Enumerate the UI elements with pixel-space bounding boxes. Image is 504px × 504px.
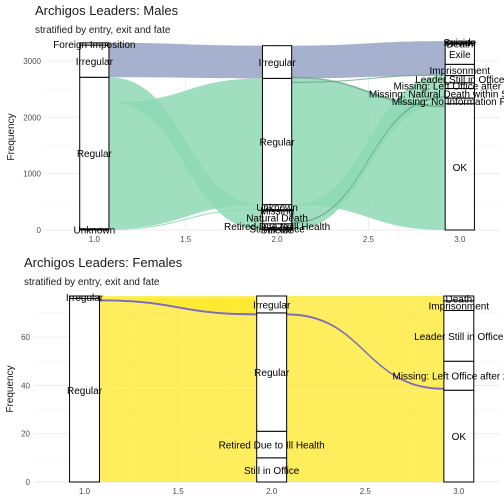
y-tick-label: 1000 <box>23 170 41 179</box>
flow-band <box>286 313 444 390</box>
stratum-label: Unknown <box>73 225 115 236</box>
stratum-label: Missing: No Information Found <box>392 97 504 108</box>
stratum-label: Missing: Left Office after 2014 <box>393 82 504 93</box>
chart-subtitle: stratified by entry, exit and fate <box>35 25 171 36</box>
stratum-box <box>444 103 475 231</box>
stratum-box <box>443 360 475 391</box>
flow-band <box>99 431 257 458</box>
chart-subtitle: stratified by entry, exit and fate <box>24 277 160 288</box>
strata: Unknown Regular Irregular Foreign Impositio… <box>53 38 504 237</box>
stratum-label: Missing: Left Office after 2014 <box>392 372 504 383</box>
stratum-label: Irregular <box>66 293 104 304</box>
stratum-label: Unknown <box>256 203 298 214</box>
stratum-label: Imprisonment <box>430 66 491 77</box>
flow-band <box>291 75 446 231</box>
flow-band <box>99 457 257 482</box>
stratum-box <box>79 76 110 230</box>
stratum-label: Death <box>446 39 473 50</box>
stratum-label: Irregular <box>76 57 114 68</box>
y-tick-label: 40 <box>21 381 30 390</box>
flow-band <box>291 76 446 108</box>
flows <box>99 296 444 482</box>
stratum-label: Imprisonment <box>429 302 490 313</box>
stratum-label: OK <box>452 432 467 443</box>
stratum-label: Regular <box>67 386 103 397</box>
stratum-label: Retired Due to Ill Health <box>219 441 325 452</box>
stratum-label: OK <box>453 163 468 174</box>
flow-band <box>99 299 257 316</box>
stratum-label: Missing: Natural Death within Six Months <box>369 89 504 100</box>
stratum-label: Irregular <box>258 58 296 69</box>
stratum-box <box>443 309 475 362</box>
stratum-label: Regular <box>254 368 290 379</box>
flow-band <box>286 296 444 313</box>
flow-band <box>108 77 263 230</box>
x-tick-label: 1.5 <box>173 487 185 496</box>
stratum-box <box>256 457 288 483</box>
stratum-label: Exile <box>449 50 471 61</box>
stratum-label: Leader Still in Office <box>414 332 504 343</box>
x-tick-label: 1.0 <box>89 235 101 244</box>
stratum-box <box>261 77 293 206</box>
stratum-label: Regular <box>260 138 296 149</box>
stratum-box <box>79 42 110 46</box>
x-tick-label: 1.0 <box>79 487 91 496</box>
chart-title: Archigos Leaders: Males <box>35 3 179 18</box>
y-tick-label: 0 <box>37 226 42 235</box>
y-tick-label: 2000 <box>23 113 41 122</box>
stratum-box <box>256 295 288 314</box>
flow-band <box>291 96 446 224</box>
stratum-box <box>69 297 101 483</box>
stratum-label: Death <box>445 294 472 305</box>
flow-band <box>99 298 257 432</box>
flow-band <box>291 41 446 79</box>
y-tick-label: 3000 <box>23 57 41 66</box>
stratum-label: Suicide <box>443 38 476 49</box>
y-tick-label: 20 <box>21 430 30 439</box>
flows <box>108 41 446 231</box>
stratum-label: Retired Due to Ill Health <box>224 222 330 233</box>
flow-band <box>99 296 257 313</box>
stratum-label: Still in Office <box>244 466 300 477</box>
chart-title: Archigos Leaders: Females <box>24 255 183 270</box>
x-tick-label: 2.5 <box>363 235 375 244</box>
x-tick-label: 2.0 <box>272 235 284 244</box>
flow-band <box>108 208 263 230</box>
chart-panel-1: Archigos Leaders: Females stratified by e… <box>5 255 504 496</box>
x-tick-label: 2.5 <box>360 487 372 496</box>
y-tick-label: 0 <box>26 478 31 487</box>
y-axis-label: Frequency <box>6 113 17 160</box>
stratum-label: Regular <box>77 149 113 160</box>
y-tick-label: 60 <box>21 333 30 342</box>
stratum-label: Natural Death <box>246 213 308 224</box>
stratum-label: Foreign Imposition <box>53 40 135 51</box>
stratum-box <box>444 40 475 44</box>
stratum-label: Irregular <box>253 300 291 311</box>
flow-band <box>286 390 444 432</box>
stratum-label: Leader Still in Office <box>415 75 504 86</box>
y-axis-label: Frequency <box>5 365 16 412</box>
stratum-label: Missing <box>260 206 294 217</box>
flow-band <box>286 361 444 391</box>
x-tick-label: 2.0 <box>266 487 278 496</box>
x-tick-label: 3.0 <box>454 235 466 244</box>
stratum-label: Still in Office <box>249 225 305 236</box>
x-tick-label: 3.0 <box>453 487 465 496</box>
flow-band <box>108 42 263 79</box>
flow-band <box>286 431 444 482</box>
stratum-box <box>69 295 101 299</box>
strata: Regular Irregular Still in Office Retired D… <box>66 293 504 483</box>
stratum-box <box>256 430 288 459</box>
stratum-box <box>256 312 288 432</box>
stratum-box <box>443 295 475 302</box>
stratum-box <box>261 45 293 79</box>
stratum-label: Suicide <box>261 226 294 237</box>
chart-panel-0: Archigos Leaders: Males stratified by ent… <box>6 3 504 244</box>
x-tick-label: 1.5 <box>180 235 192 244</box>
flow-band <box>291 74 446 83</box>
